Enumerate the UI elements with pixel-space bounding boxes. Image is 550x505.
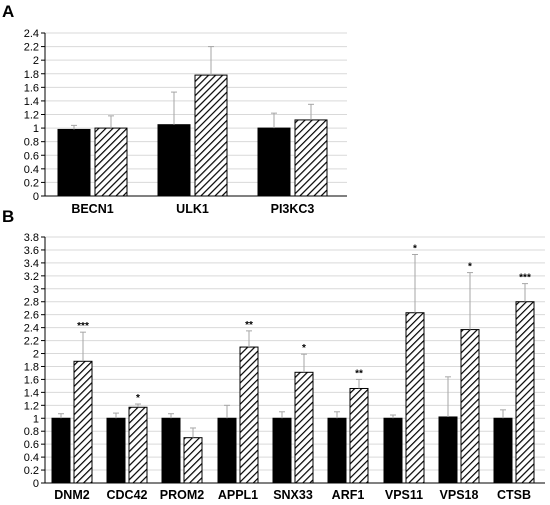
bar-vps18-hatched: [460, 329, 480, 484]
y-tick-label: 1.8: [24, 69, 39, 81]
y-tick-label: 1.6: [24, 82, 39, 94]
y-tick-label: 1.6: [24, 374, 39, 386]
bar-cdc42-solid-black: [106, 417, 126, 484]
category-label: PI3KC3: [271, 202, 315, 216]
panel-b-y-tick-labels: 00.20.40.60.811.21.41.61.822.22.42.62.83…: [24, 232, 39, 490]
y-tick-label: 2: [33, 55, 39, 67]
y-tick-label: 1.2: [24, 400, 39, 412]
y-tick-label: 0: [33, 191, 39, 203]
panel-b-significance-marks: **************: [77, 243, 531, 404]
category-label: VPS11: [385, 488, 423, 502]
category-label: ULK1: [176, 202, 209, 216]
bar-arf1-solid-black: [327, 417, 347, 484]
category-label: SNX33: [273, 488, 313, 502]
y-tick-label: 1.4: [24, 96, 39, 108]
significance-mark: **: [245, 320, 253, 331]
bar-appl1-hatched: [239, 346, 259, 484]
y-tick-label: 2.2: [24, 336, 39, 348]
panel-b-category-labels: DNM2 CDC42 PROM2 APPL1 SNX33 ARF1 VPS11 VPS18 CT…: [54, 488, 531, 502]
y-tick-label: 0.8: [24, 137, 39, 149]
bar-snx33-hatched: [294, 371, 314, 484]
y-tick-label: 1: [33, 413, 39, 425]
panel-b-bars: [51, 301, 535, 484]
y-tick-label: 0: [33, 478, 39, 490]
category-label: CDC42: [107, 488, 148, 502]
bar-snx33-solid-black: [272, 417, 292, 484]
y-tick-label: 0.4: [24, 452, 39, 464]
significance-mark: **: [355, 368, 363, 379]
y-tick-label: 2.4: [24, 323, 39, 335]
y-tick-label: 0.6: [24, 150, 39, 162]
panel-b-error-bars: [58, 253, 528, 438]
y-tick-label: 0.8: [24, 426, 39, 438]
category-label: VPS18: [440, 488, 479, 502]
bar-cdc42-hatched: [128, 406, 148, 484]
y-tick-label: 0.2: [24, 465, 39, 477]
category-label: DNM2: [54, 488, 89, 502]
bar-pi3kc3-solid-black: [257, 127, 291, 197]
category-label: BECN1: [71, 202, 113, 216]
significance-mark: *: [302, 343, 306, 354]
y-tick-label: 3: [33, 284, 39, 296]
panel-a-y-tick-labels: 0 0.20.4 0.60.8 11.2 1.4 1.61.8 22.2 2.4: [24, 28, 39, 203]
bar-appl1-solid-black: [217, 417, 237, 484]
y-tick-label: 2: [33, 349, 39, 361]
significance-mark: ***: [77, 321, 89, 332]
y-tick-label: 1.4: [24, 387, 39, 399]
panel-b-label: B: [2, 207, 14, 226]
bar-prom2-hatched: [183, 437, 203, 484]
y-tick-label: 1: [33, 123, 39, 135]
y-tick-label: 2.2: [24, 42, 39, 54]
y-tick-label: 3.6: [24, 245, 39, 257]
bar-ulk1-hatched: [194, 74, 228, 197]
bar-dnm2-hatched: [73, 360, 93, 484]
bar-vps11-solid-black: [383, 417, 403, 484]
bar-prom2-solid-black: [161, 417, 181, 484]
y-tick-label: 1.2: [24, 110, 39, 122]
bar-ulk1-solid-black: [157, 124, 191, 197]
y-tick-label: 2.8: [24, 297, 39, 309]
bar-ctsb-hatched: [515, 301, 535, 484]
bar-arf1-hatched: [349, 387, 369, 484]
bar-dnm2-solid-black: [51, 417, 71, 484]
y-tick-label: 3.4: [24, 258, 39, 270]
y-tick-label: 1.8: [24, 361, 39, 373]
panel-b-chart: B 00.20.40.60.811.21.41.61.822.22.42.62.…: [2, 207, 545, 502]
panel-a-category-labels: BECN1 ULK1 PI3KC3: [71, 202, 314, 216]
panel-a-error-bars: [71, 46, 314, 130]
significance-mark: *: [136, 393, 140, 404]
category-label: ARF1: [332, 488, 365, 502]
panel-a-label: A: [2, 2, 14, 21]
category-label: PROM2: [160, 488, 205, 502]
significance-mark: ***: [519, 273, 531, 284]
y-tick-label: 0.2: [24, 177, 39, 189]
y-tick-label: 0.6: [24, 439, 39, 451]
panel-a-chart: A 0 0.20.4 0.60.8 11.2 1.4 1.61.8 22.2 2.4 BECN…: [2, 2, 347, 216]
y-tick-label: 2.6: [24, 310, 39, 322]
significance-mark: *: [468, 262, 472, 273]
category-label: CTSB: [497, 488, 531, 502]
bar-becn1-hatched: [94, 127, 128, 197]
bar-pi3kc3-hatched: [294, 119, 328, 197]
bar-vps18-solid-black: [438, 416, 458, 484]
significance-mark: *: [413, 243, 417, 254]
bar-becn1-solid-black: [57, 128, 91, 197]
y-tick-label: 3.2: [24, 271, 39, 283]
y-tick-label: 2.4: [24, 28, 39, 40]
y-tick-label: 0.4: [24, 164, 39, 176]
category-label: APPL1: [218, 488, 258, 502]
panel-a-bars: [57, 74, 328, 197]
y-tick-label: 3.8: [24, 232, 39, 244]
bar-ctsb-solid-black: [493, 417, 513, 484]
bar-vps11-hatched: [405, 312, 425, 484]
